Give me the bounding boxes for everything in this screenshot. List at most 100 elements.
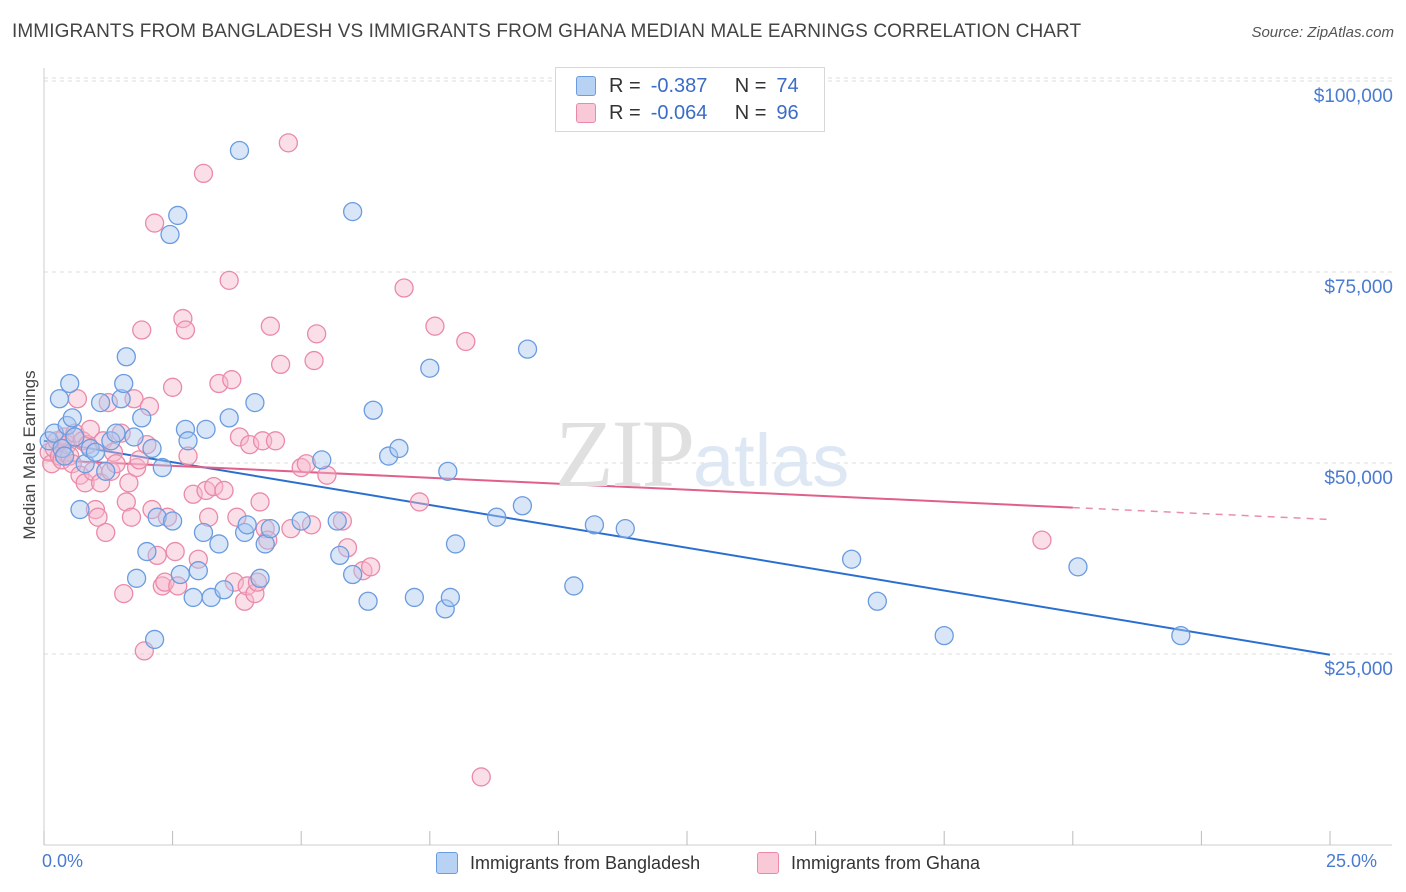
ghana-point [317, 465, 337, 485]
ghana-point [332, 511, 353, 531]
ghana-point [278, 133, 298, 153]
ghana-point [60, 446, 80, 466]
bangladesh-point [124, 427, 144, 447]
bangladesh-point [867, 591, 887, 611]
legend-row-bangladesh: R = -0.387 N = 74 [576, 74, 799, 98]
bangladesh-point [147, 507, 167, 527]
ghana-point [471, 767, 491, 787]
legend-n-value: 96 [776, 101, 799, 124]
ghana-point [80, 419, 100, 439]
ghana-point [116, 492, 136, 512]
watermark: ZIPatlas [555, 398, 849, 509]
bottom-legend-label: Immigrants from Bangladesh [470, 852, 701, 873]
bangladesh-point [132, 408, 152, 428]
ghana-point [173, 308, 193, 329]
bangladesh-point [188, 561, 208, 581]
watermark-zip: ZIP [555, 400, 695, 507]
ghana-point [168, 576, 188, 596]
bangladesh-point [116, 347, 136, 367]
bangladesh-point [160, 224, 180, 245]
ghana-point [337, 538, 358, 558]
bangladesh-point [487, 507, 507, 527]
ghana-point [96, 522, 116, 543]
bangladesh-point [162, 511, 183, 531]
ghana-point [144, 213, 165, 233]
ghana-point [250, 492, 270, 512]
bangladesh-point [342, 564, 363, 585]
bangladesh-point [96, 461, 116, 482]
bangladesh-point [260, 519, 280, 539]
ghana-point [222, 370, 242, 390]
y-tick-label: $50,000 [1324, 468, 1393, 489]
bangladesh-point [255, 534, 275, 554]
ghana-point [132, 320, 152, 340]
ghana-point [281, 519, 301, 539]
bangladesh-point [389, 438, 409, 459]
watermark-atlas: atlas [693, 419, 850, 502]
bangladesh-point [438, 461, 458, 482]
bangladesh-point [291, 511, 311, 531]
legend-row-ghana: R = -0.064 N = 96 [576, 101, 799, 125]
ghana-point [198, 507, 219, 527]
bangladesh-point [214, 580, 234, 600]
ghana-point [255, 519, 275, 539]
bangladesh-point [564, 576, 584, 596]
ghana-point [1032, 530, 1052, 550]
ghana-point [129, 450, 149, 470]
bangladesh-point [237, 515, 257, 535]
bangladesh-trend-line [43, 439, 1331, 656]
ghana-point [75, 473, 95, 493]
legend-n-label: N = [734, 74, 767, 97]
bangladesh-point [106, 423, 126, 443]
data-points [39, 133, 1191, 787]
bangladesh-point [142, 438, 162, 459]
bangladesh-point [934, 625, 954, 646]
bangladesh-point [65, 427, 85, 447]
bangladesh-point [126, 568, 147, 588]
bangladesh-point [245, 392, 265, 413]
ghana-point [219, 270, 239, 291]
bangladesh-point [512, 496, 533, 516]
bangladesh-point [1171, 625, 1191, 646]
bottom-legend-label: Immigrants from Ghana [791, 852, 981, 873]
trend-lines [43, 439, 1331, 656]
bangladesh-point [841, 549, 862, 569]
ghana-point [147, 545, 167, 566]
ghana-point [270, 354, 291, 375]
ghana-point [456, 331, 476, 352]
ghana-point [119, 473, 139, 493]
y-tick-label: $75,000 [1324, 277, 1393, 298]
bangladesh-point [52, 438, 72, 459]
x-tick-label: 0.0% [42, 851, 84, 871]
ghana-point [291, 457, 311, 478]
ghana-point [304, 350, 324, 371]
y-tick-label: $100,000 [1313, 86, 1393, 107]
ghana-point [234, 591, 255, 611]
bottom-swatch-blue [436, 852, 458, 874]
bangladesh-point [517, 339, 538, 359]
bangladesh-point [404, 587, 425, 608]
legend-r-label: R = [609, 101, 641, 124]
bangladesh-point [420, 358, 440, 378]
ghana-point [121, 507, 142, 527]
bangladesh-point [152, 457, 172, 478]
ghana-point [178, 446, 198, 466]
ghana-trend-line [43, 458, 1073, 509]
bangladesh-point [54, 446, 75, 466]
ghana-point [193, 163, 214, 184]
x-tick-label: 25.0% [1326, 851, 1378, 871]
chart-title: IMMIGRANTS FROM BANGLADESH VS IMMIGRANTS… [12, 21, 1082, 42]
ghana-point [88, 507, 108, 527]
ghana-point [106, 454, 126, 474]
ghana-trend-line-dashed [1072, 506, 1331, 521]
ghana-point [114, 583, 134, 604]
bottom-legend-ghana: Immigrants from Ghana [757, 852, 980, 874]
ghana-point [126, 457, 147, 478]
bangladesh-point [615, 519, 635, 539]
ghana-point [229, 427, 250, 447]
bangladesh-point [327, 511, 347, 531]
ghana-point [245, 583, 265, 604]
ghana-point [296, 454, 316, 474]
ghana-point [165, 541, 185, 562]
